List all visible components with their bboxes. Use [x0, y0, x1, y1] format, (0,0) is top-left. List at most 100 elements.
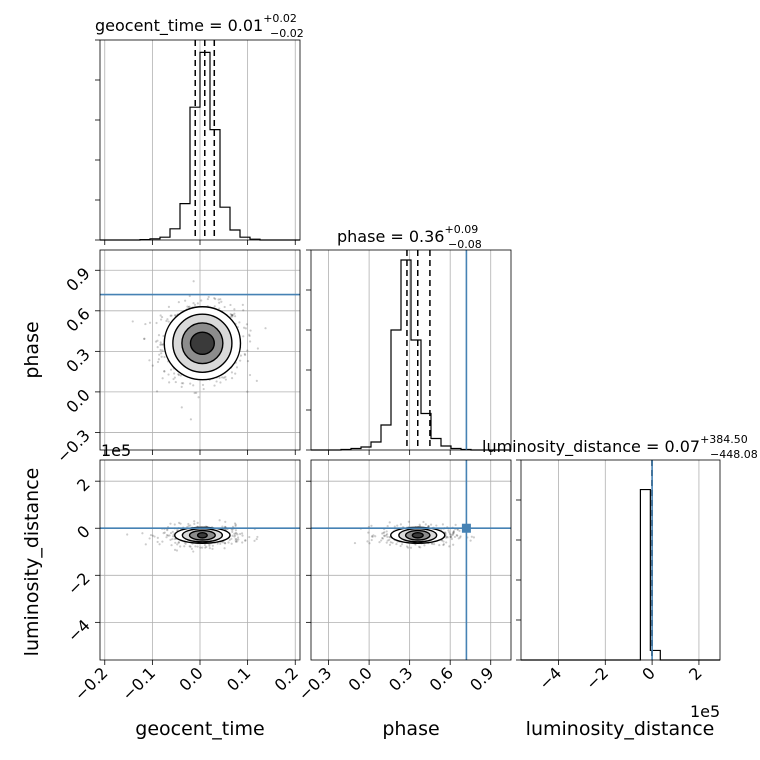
- scatter-geocent-time-vs-luminosity-distance-point: [231, 534, 234, 537]
- scatter-geocent-time-vs-phase-point: [243, 353, 247, 357]
- scatter-geocent-time-vs-phase-point: [161, 343, 164, 346]
- scatter-phase-vs-luminosity-distance-point: [389, 541, 392, 544]
- hist-phase-frame: [310, 249, 512, 451]
- scatter-geocent-time-vs-luminosity-distance-point: [176, 543, 179, 546]
- scatter-geocent-time-vs-luminosity-distance-point: [223, 525, 227, 528]
- scatter-phase-vs-luminosity-distance-point: [456, 528, 459, 531]
- scatter-phase-vs-luminosity-distance-point: [388, 521, 391, 524]
- xtick-label-geocent-time-1: −0.1: [118, 663, 159, 704]
- scatter-geocent-time-vs-luminosity-distance-point: [224, 520, 227, 523]
- scatter-geocent-time-vs-luminosity-distance-point: [179, 522, 182, 525]
- scatter-phase-vs-luminosity-distance-point: [370, 535, 374, 538]
- scatter-geocent-time-vs-phase-point: [169, 314, 172, 317]
- scatter-geocent-time-vs-phase-point: [173, 372, 176, 375]
- scatter-geocent-time-vs-phase-point: [224, 378, 227, 381]
- scatter-phase-vs-luminosity-distance-point: [450, 536, 453, 539]
- xtick-label-phase-1: 0.0: [345, 663, 376, 694]
- scatter-geocent-time-vs-luminosity-distance-point: [222, 541, 225, 544]
- scatter-phase-vs-luminosity-distance-point: [451, 532, 455, 535]
- scatter-geocent-time-vs-phase-point: [163, 370, 166, 373]
- scatter-geocent-time-vs-luminosity-distance-point: [194, 545, 197, 548]
- scatter-geocent-time-vs-luminosity-distance-point: [256, 535, 259, 539]
- scatter-phase-vs-luminosity-distance-point: [367, 531, 370, 534]
- scatter-geocent-time-vs-phase-point: [244, 327, 247, 330]
- scatter-geocent-time-vs-phase-point: [170, 314, 173, 317]
- scatter-geocent-time-vs-luminosity-distance-point: [235, 532, 238, 535]
- scatter-phase-vs-luminosity-distance-point: [368, 542, 371, 545]
- scatter-phase-vs-luminosity-distance-point: [395, 542, 398, 546]
- scatter-geocent-time-vs-luminosity-distance-point: [234, 537, 237, 541]
- scatter-phase-vs-luminosity-distance-frame: [310, 459, 512, 661]
- scatter-geocent-time-vs-phase-point: [224, 375, 227, 378]
- scatter-geocent-time-vs-luminosity-distance-point: [234, 534, 237, 537]
- scatter-geocent-time-vs-luminosity-distance-point: [166, 529, 169, 532]
- title-phase: phase = 0.36+0.09: [337, 223, 478, 246]
- scatter-geocent-time-vs-phase-point: [206, 297, 209, 301]
- title-geocent-time-minus: −0.02: [270, 27, 304, 40]
- scatter-geocent-time-vs-phase-point: [192, 280, 195, 283]
- title-geocent-time: geocent_time = 0.01+0.02: [95, 12, 297, 36]
- scatter-phase-vs-luminosity-distance-point: [452, 532, 455, 535]
- scatter-phase-vs-luminosity-distance-point: [418, 545, 421, 548]
- scatter-geocent-time-vs-luminosity-distance-point: [234, 540, 238, 543]
- scatter-geocent-time-vs-phase-point: [192, 384, 195, 387]
- xtick-label-phase-2: 0.3: [385, 663, 416, 694]
- title-geocent-time-median: 0.01: [228, 16, 264, 35]
- scatter-geocent-time-vs-luminosity-distance-point: [170, 544, 173, 547]
- scatter-geocent-time-vs-luminosity-distance-point: [176, 528, 179, 531]
- title-geocent-time-plus: +0.02: [263, 12, 297, 25]
- scatter-geocent-time-vs-phase-point: [246, 359, 250, 363]
- scatter-geocent-time-vs-phase-point: [188, 294, 191, 298]
- scatter-phase-vs-luminosity-distance-point: [470, 535, 473, 538]
- scatter-phase-vs-luminosity-distance-point: [386, 535, 389, 539]
- scatter-geocent-time-vs-phase-point: [173, 314, 177, 317]
- xlabel-phase: phase: [382, 718, 439, 740]
- scatter-geocent-time-vs-phase-point: [180, 385, 183, 388]
- scatter-geocent-time-vs-phase-point: [169, 368, 173, 371]
- xtick-label-luminosity-distance-0: −4: [535, 663, 565, 693]
- scatter-geocent-time-vs-luminosity-distance-point: [171, 530, 174, 533]
- scatter-geocent-time-vs-luminosity-distance-point: [234, 529, 238, 532]
- ylabel-luminosity-distance: luminosity_distance: [21, 468, 43, 657]
- scatter-phase-vs-luminosity-distance-point: [393, 525, 396, 528]
- scatter-geocent-time-vs-phase-point: [144, 322, 147, 326]
- scatter-phase-vs-luminosity-distance-point: [422, 520, 425, 524]
- scatter-phase-vs-luminosity-distance-point: [429, 523, 433, 526]
- xtick-label-phase-0: −0.3: [294, 663, 335, 704]
- scatter-phase-vs-luminosity-distance-point: [386, 524, 389, 528]
- ytick-label-phase-0: −0.3: [53, 426, 94, 467]
- scatter-geocent-time-vs-phase-point: [179, 374, 182, 377]
- scatter-geocent-time-vs-luminosity-distance-point: [241, 541, 244, 544]
- scatter-geocent-time-vs-luminosity-distance-point: [230, 542, 233, 545]
- ytick-label-luminosity-distance-0: −4: [64, 616, 94, 646]
- scatter-geocent-time-vs-phase-point: [168, 381, 171, 384]
- scatter-geocent-time-vs-phase-point: [167, 320, 170, 323]
- scatter-geocent-time-vs-phase-point: [192, 302, 195, 305]
- scatter-geocent-time-vs-phase-point: [173, 376, 177, 379]
- scatter-geocent-time-vs-phase-point: [160, 355, 163, 358]
- scatter-geocent-time-vs-luminosity-distance-point: [156, 536, 159, 539]
- scatter-geocent-time-vs-luminosity-distance-point: [255, 537, 258, 541]
- scatter-geocent-time-vs-luminosity-distance-point: [167, 534, 170, 537]
- scatter-geocent-time-vs-luminosity-distance-point: [208, 546, 211, 550]
- scatter-geocent-time-vs-luminosity-distance-point: [177, 521, 181, 524]
- scatter-phase-vs-luminosity-distance-panel: [311, 460, 511, 660]
- scatter-phase-vs-luminosity-distance-point: [371, 535, 374, 538]
- scatter-geocent-time-vs-phase-point: [156, 360, 160, 364]
- scatter-geocent-time-vs-phase-point: [155, 390, 159, 393]
- scatter-geocent-time-vs-phase-contour-0.5: [189, 331, 215, 356]
- xtick-label-geocent-time-3: 0.1: [223, 663, 254, 694]
- scatter-geocent-time-vs-luminosity-distance-point: [189, 545, 192, 548]
- scatter-geocent-time-vs-phase-point: [221, 376, 224, 379]
- scatter-geocent-time-vs-phase-point: [184, 299, 187, 302]
- scatter-geocent-time-vs-phase-point: [188, 305, 191, 308]
- ytick-label-phase-4: 0.9: [62, 264, 93, 295]
- scatter-geocent-time-vs-luminosity-distance-point: [241, 534, 244, 537]
- scatter-phase-vs-luminosity-distance-point: [407, 520, 410, 523]
- ytick-label-phase-3: 0.6: [62, 304, 93, 335]
- scatter-geocent-time-vs-phase-point: [157, 358, 160, 361]
- scatter-phase-vs-luminosity-distance-point: [446, 536, 449, 539]
- scatter-geocent-time-vs-luminosity-distance-point: [141, 532, 144, 535]
- ytick-label-luminosity-distance-1: −2: [64, 569, 94, 599]
- scatter-geocent-time-vs-luminosity-distance-point: [173, 548, 177, 551]
